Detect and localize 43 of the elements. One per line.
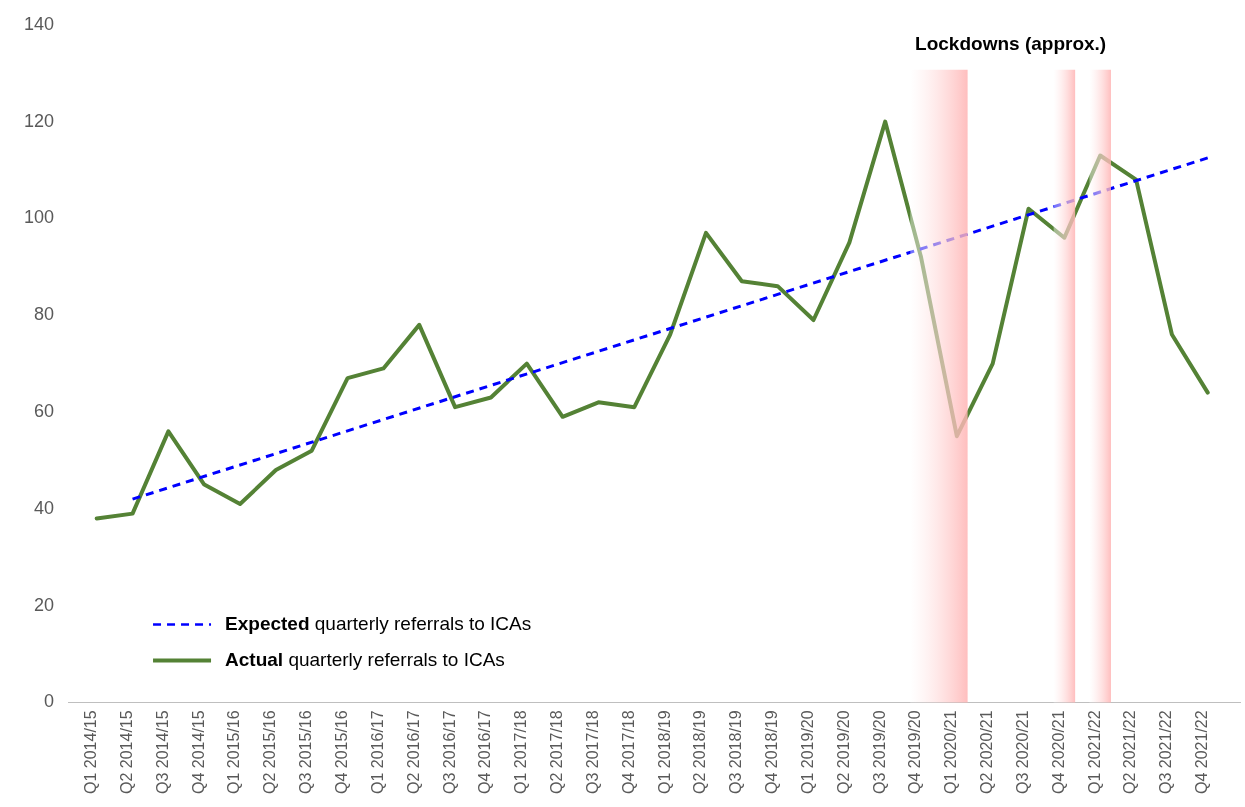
x-tick-label: Q4 2015/16 [332,710,350,794]
legend-label: Expected quarterly referrals to ICAs [225,612,532,634]
x-tick-label: Q3 2021/22 [1157,710,1175,794]
x-tick-label: Q3 2015/16 [297,710,315,794]
x-tick-label: Q2 2020/21 [978,710,996,794]
legend-label: Actual quarterly referrals to ICAs [225,648,505,670]
y-tick-label: 20 [34,594,55,615]
x-tick-label: Q2 2014/15 [117,710,135,794]
x-tick-label: Q2 2017/18 [548,710,566,794]
x-tick-label: Q1 2015/16 [225,710,243,794]
x-tick-label: Q4 2021/22 [1193,710,1211,794]
y-tick-label: 100 [23,207,55,228]
x-tick-label: Q1 2018/19 [655,710,673,794]
x-tick-label: Q2 2018/19 [691,710,709,794]
x-tick-label: Q4 2014/15 [189,710,207,794]
x-tick-label: Q3 2020/21 [1013,710,1031,794]
x-tick-label: Q2 2019/20 [834,710,852,794]
x-tick-label: Q2 2016/17 [404,710,422,794]
x-tick-label: Q3 2018/19 [727,710,745,794]
x-tick-label: Q4 2019/20 [906,710,924,794]
x-tick-label: Q4 2020/21 [1049,710,1067,794]
y-tick-label: 60 [34,400,55,421]
x-tick-label: Q1 2016/17 [368,710,386,794]
x-tick-label: Q2 2021/22 [1121,710,1139,794]
x-tick-label: Q1 2014/15 [82,710,100,794]
y-tick-label: 120 [23,110,55,131]
x-tick-label: Q4 2017/18 [619,710,637,794]
x-tick-label: Q1 2020/21 [942,710,960,794]
x-tick-label: Q4 2016/17 [476,710,494,794]
x-tick-label: Q3 2014/15 [153,710,171,794]
x-tick-label: Q4 2018/19 [763,710,781,794]
x-tick-label: Q1 2017/18 [512,710,530,794]
annotation: Lockdowns (approx.) [915,33,1107,55]
x-tick-label: Q3 2017/18 [583,710,601,794]
x-tick-label: Q1 2019/20 [798,710,816,794]
y-tick-label: 80 [34,304,55,325]
y-tick-label: 140 [23,13,55,34]
x-tick-label: Q3 2016/17 [440,710,458,794]
x-tick-label: Q2 2015/16 [261,710,279,794]
x-tick-label: Q1 2021/22 [1085,710,1103,794]
y-tick-label: 40 [34,497,55,518]
y-tick-label: 0 [44,691,55,712]
x-tick-label: Q3 2019/20 [870,710,888,794]
